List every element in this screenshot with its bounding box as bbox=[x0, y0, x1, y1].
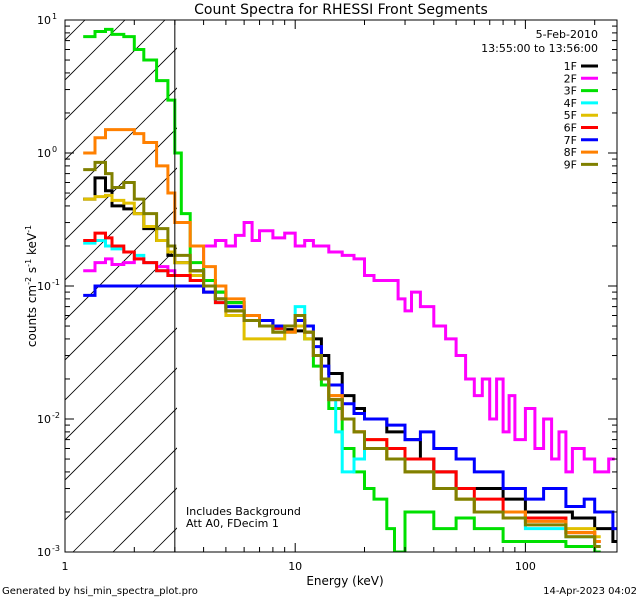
y-axis-label: counts cm-2 s-1 keV-1 bbox=[24, 225, 39, 347]
legend-label-4f: 4F bbox=[564, 97, 577, 110]
legend-label-3f: 3F bbox=[564, 85, 577, 98]
y-tick-exponent: 0 bbox=[52, 145, 57, 154]
legend-label-8f: 8F bbox=[564, 146, 577, 159]
legend-label-7f: 7F bbox=[564, 134, 577, 147]
hatch-line bbox=[65, 407, 177, 521]
ylabel-exp-3: -1 bbox=[24, 225, 33, 233]
legend-label-1f: 1F bbox=[564, 60, 577, 73]
series-line-3f bbox=[83, 27, 601, 552]
annotation-background: Includes Background bbox=[186, 505, 301, 518]
ylabel-part-b: s bbox=[25, 267, 39, 277]
y-tick-label: 10 bbox=[37, 280, 51, 293]
y-tick-exponent: -3 bbox=[52, 544, 60, 553]
x-tick-label: 1 bbox=[62, 560, 69, 573]
hatch-line bbox=[65, 47, 177, 161]
legend-label-9f: 9F bbox=[564, 158, 577, 171]
hatch-line bbox=[72, 447, 177, 552]
series-line-5f bbox=[83, 193, 601, 539]
time-range-label: 13:55:00 to 13:56:00 bbox=[481, 42, 598, 55]
y-tick-label: 10 bbox=[37, 147, 51, 160]
y-tick-label: 10 bbox=[37, 546, 51, 559]
chart-title: Count Spectra for RHESSI Front Segments bbox=[194, 2, 488, 18]
y-tick-label: 10 bbox=[37, 14, 51, 27]
hatch-line bbox=[633, 20, 640, 552]
x-axis: 1 10 100 bbox=[62, 20, 596, 573]
ylabel-part-c: keV bbox=[25, 232, 39, 259]
footer-timestamp: 14-Apr-2023 04:02 bbox=[543, 586, 637, 597]
footer-generated-by: Generated by hsi_min_spectra_plot.pro bbox=[2, 586, 198, 597]
y-tick-exponent: -1 bbox=[52, 278, 60, 287]
x-axis-label: Energy (keV) bbox=[306, 574, 383, 588]
ylabel-exp-2: -1 bbox=[24, 259, 33, 267]
series-layer bbox=[83, 27, 617, 552]
legend-label-6f: 6F bbox=[564, 122, 577, 135]
legend-label-5f: 5F bbox=[564, 109, 577, 122]
date-label: 5-Feb-2010 bbox=[536, 28, 598, 41]
ylabel-part-a: counts cm bbox=[25, 285, 39, 347]
hatch-line bbox=[65, 20, 166, 121]
y-tick-exponent: 1 bbox=[52, 12, 57, 21]
series-line-9f bbox=[83, 160, 601, 548]
annotation-attenuator: Att A0, FDecim 1 bbox=[186, 517, 279, 530]
x-tick-label: 100 bbox=[515, 560, 536, 573]
hatch-line bbox=[65, 367, 177, 481]
legend-label-2f: 2F bbox=[564, 72, 577, 85]
y-tick-label: 10 bbox=[37, 413, 51, 426]
series-line-7f bbox=[83, 284, 617, 531]
series-line-2f bbox=[83, 221, 615, 474]
x-tick-label: 10 bbox=[288, 560, 302, 573]
series-line-8f bbox=[83, 128, 601, 543]
y-tick-exponent: -2 bbox=[52, 411, 60, 420]
series-line-1f bbox=[83, 176, 617, 543]
ylabel-exp-1: -2 bbox=[24, 277, 33, 285]
hatch-line bbox=[65, 87, 177, 201]
